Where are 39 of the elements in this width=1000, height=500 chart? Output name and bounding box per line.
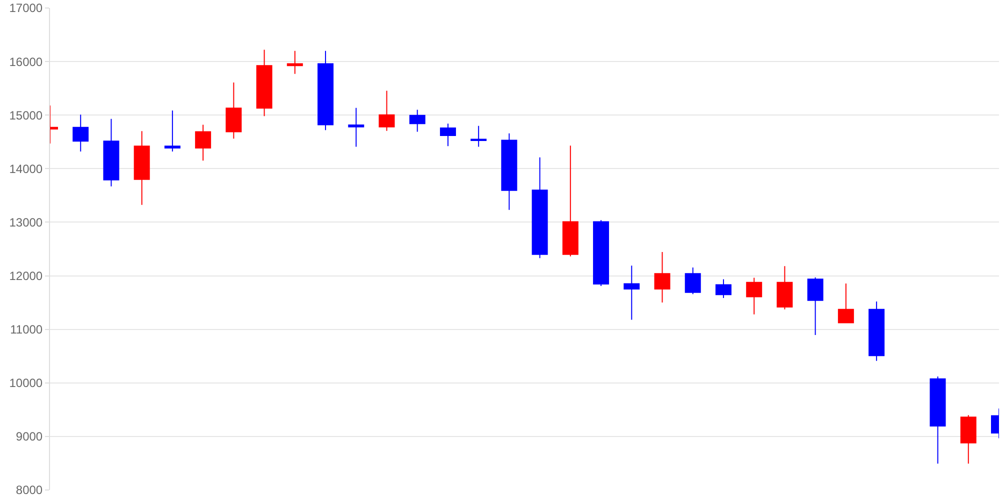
candlestick [624,265,640,320]
candlestick [593,220,610,286]
candlestick [72,114,89,152]
candlestick [226,82,242,140]
candlestick [378,90,395,132]
candlestick [195,124,212,162]
candlestick [103,118,120,187]
y-tick-label: 17000 [9,1,43,16]
candlestick [960,414,976,464]
candlestick [164,110,180,152]
y-tick-label: 12000 [9,268,43,283]
y-tick-label: 8000 [16,483,43,498]
candlestick [409,109,426,132]
candlestick [440,123,456,147]
candlestick [776,266,793,310]
candlestick [838,282,854,324]
candlestick [318,50,334,131]
y-tick-label: 11000 [10,322,43,337]
candlestick [930,376,946,464]
candlestick [562,145,578,257]
candlestick [684,266,701,295]
candlestick [501,132,518,210]
y-tick-label: 15000 [9,108,43,122]
candlestick [807,276,824,336]
candlestick [256,49,272,117]
candlestick [868,300,885,362]
candlestick [134,130,150,206]
candlestick [654,251,670,304]
y-tick-label: 10000 [9,376,43,390]
candlestick [532,156,548,259]
y-tick-label: 13000 [9,215,43,230]
y-tick-label: 9000 [16,430,43,444]
candlestick [348,107,364,148]
y-tick-label: 16000 [9,54,43,69]
candlestick [470,125,487,148]
y-tick-label: 14000 [9,162,43,176]
candlestick [746,277,762,315]
candlestick [715,278,732,299]
candlestick [286,50,303,74]
